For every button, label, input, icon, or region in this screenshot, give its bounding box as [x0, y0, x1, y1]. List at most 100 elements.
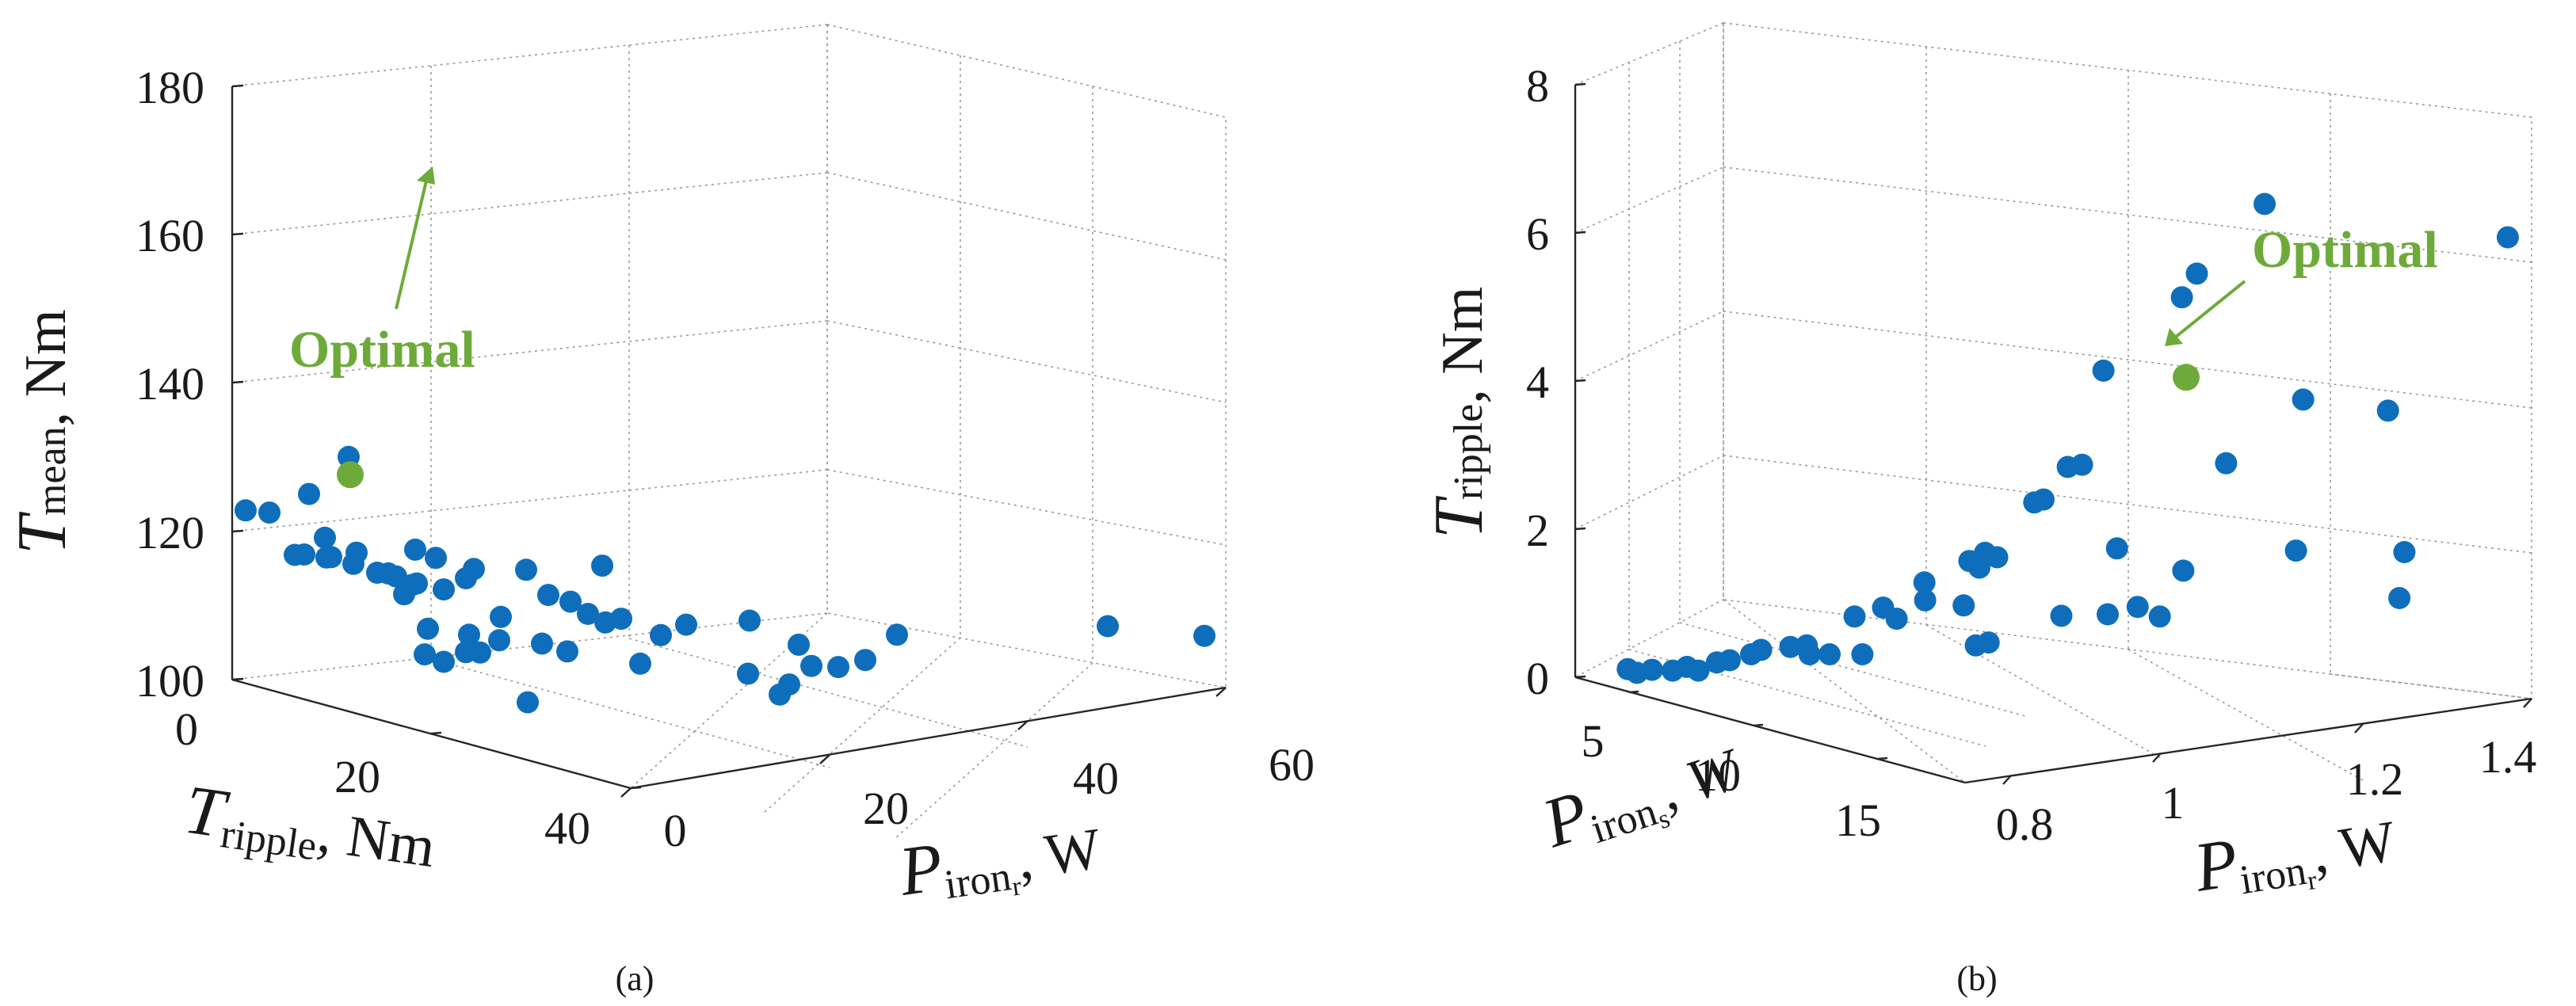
data-point	[315, 546, 338, 569]
grid-lines-b	[1574, 41, 2532, 783]
data-point	[2170, 286, 2193, 309]
data-point	[293, 543, 315, 566]
data-point	[1719, 649, 1741, 672]
x-tick-label: 1	[2162, 777, 2185, 829]
optimal-arrowhead-a	[417, 166, 435, 185]
data-point	[1952, 594, 1975, 617]
data-point	[517, 691, 539, 714]
data-point	[433, 578, 455, 601]
data-point	[2032, 488, 2055, 511]
data-point	[531, 632, 553, 655]
z-tick-label: 0	[1526, 653, 1549, 704]
data-point	[1843, 605, 1866, 628]
x-axis-label-b: Pironr, W	[2189, 799, 2402, 913]
x-tick-label: 0.8	[1996, 798, 2054, 850]
z-tick-label: 160	[135, 210, 204, 261]
x-axis-b	[1964, 697, 2532, 784]
y-tick-label: 10	[1695, 749, 1741, 801]
optimal-point	[2173, 364, 2200, 391]
z-tick-label: 4	[1526, 356, 1549, 408]
data-point	[556, 640, 578, 663]
data-point	[314, 526, 336, 549]
data-point	[854, 649, 876, 672]
data-point	[2215, 452, 2238, 474]
x-tick-label: 1.2	[2346, 753, 2404, 805]
z-axis-label-b: Tripple, Nm	[1421, 287, 1498, 539]
data-point	[629, 652, 651, 675]
data-point	[1779, 635, 1802, 658]
z-tick-label: 8	[1526, 60, 1549, 112]
data-point	[1818, 643, 1841, 665]
data-point	[769, 683, 791, 706]
y-tick-label: 15	[1835, 795, 1881, 846]
data-point	[298, 482, 320, 505]
caption-b: (b)	[1956, 959, 1997, 998]
data-point	[414, 643, 436, 666]
z-tick-label: 2	[1526, 505, 1549, 556]
data-point	[2126, 596, 2149, 619]
data-point	[591, 554, 613, 577]
z-tick-label: 180	[135, 62, 204, 113]
data-point	[886, 623, 908, 646]
data-point	[2292, 388, 2315, 411]
data-point	[2254, 192, 2276, 215]
data-point	[1097, 615, 1119, 638]
data-point	[2050, 604, 2073, 627]
data-point	[1687, 659, 1710, 682]
data-point	[2148, 605, 2171, 628]
data-point	[463, 558, 485, 581]
optimal-arrow-b	[2173, 280, 2246, 339]
x-tick-label: 0	[664, 805, 687, 856]
data-point	[1193, 624, 1215, 647]
y-tick-label: 40	[544, 802, 590, 854]
data-point	[469, 641, 491, 664]
points-a	[235, 445, 1215, 714]
data-point	[488, 629, 510, 652]
optimal-label-a: Optimal	[289, 321, 475, 379]
y-axis-label-b: Pirons, W	[1533, 727, 1753, 869]
x-axis-label-a: Pironr, W	[894, 806, 1106, 917]
data-point	[433, 650, 455, 673]
data-point	[2376, 399, 2399, 422]
x-axis-a	[630, 686, 1227, 790]
data-point	[2092, 359, 2115, 382]
data-point	[490, 605, 512, 628]
chart-b: 8 6 4 2 0 5 10 15 0.8 1 1.2 1.4 Tripple,…	[1421, 21, 2536, 913]
y-tick-label: 5	[1582, 715, 1605, 767]
optimal-arrowhead-b	[2165, 328, 2183, 346]
data-point	[2284, 539, 2307, 562]
data-point	[1640, 658, 1663, 681]
data-point	[2097, 603, 2119, 626]
y-tick-label: 20	[334, 751, 380, 802]
data-point	[235, 499, 257, 522]
back-left-wall-b	[1574, 21, 1724, 679]
data-point	[1851, 643, 1874, 665]
data-point	[2105, 537, 2128, 560]
optimal-point	[337, 461, 364, 489]
data-point	[258, 501, 280, 524]
data-point	[1885, 608, 1908, 631]
data-point	[345, 541, 368, 564]
data-point	[800, 654, 822, 677]
y-axis-b	[1574, 676, 1966, 784]
data-point	[559, 590, 582, 613]
x-tick-label: 20	[863, 783, 909, 834]
data-point	[1914, 589, 1937, 612]
data-point	[515, 558, 537, 581]
ticks-a	[231, 84, 1227, 798]
data-point	[2172, 559, 2195, 582]
y-tick-label: 0	[175, 703, 198, 755]
data-point	[2185, 262, 2208, 285]
z-tick-label: 100	[135, 655, 204, 707]
back-right-wall	[826, 23, 1227, 688]
data-point	[2393, 541, 2416, 563]
data-point	[1968, 556, 1990, 579]
data-point	[675, 613, 697, 636]
data-point	[1977, 631, 2000, 654]
data-point	[650, 623, 672, 646]
data-point	[1798, 643, 1821, 665]
optimal-arrow-a	[395, 177, 429, 310]
data-point	[737, 662, 759, 685]
z-tick-label: 140	[135, 358, 204, 410]
